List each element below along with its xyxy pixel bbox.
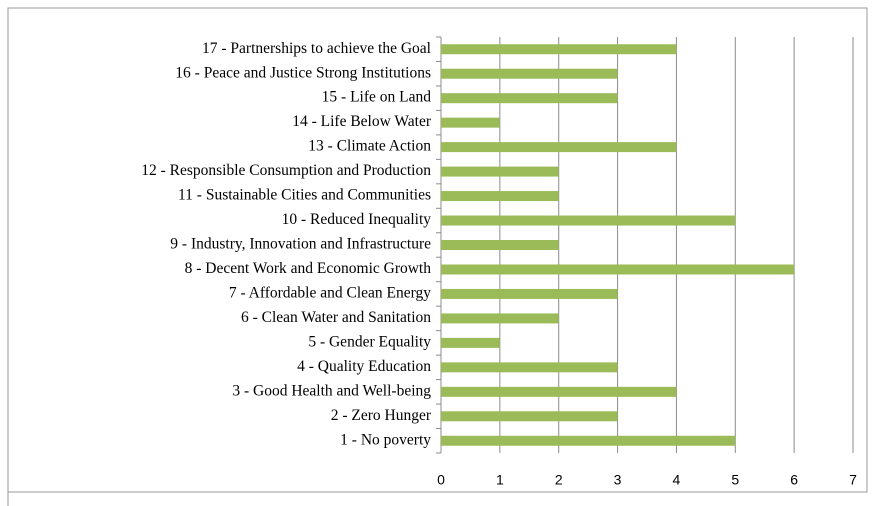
y-tick-label: 5 - Gender Equality [308, 333, 431, 350]
y-tick-label: 13 - Climate Action [308, 138, 431, 155]
y-tick-label: 17 - Partnerships to achieve the Goal [202, 40, 431, 57]
x-tick-label: 1 [496, 472, 504, 488]
bar [441, 44, 677, 55]
bar [441, 435, 736, 446]
bar [441, 215, 736, 226]
y-tick-label: 15 - Life on Land [322, 89, 432, 106]
y-tick-label: 8 - Decent Work and Economic Growth [185, 260, 432, 277]
y-tick-label: 6 - Clean Water and Sanitation [241, 309, 431, 326]
y-tick-label: 11 - Sustainable Cities and Communities [178, 187, 431, 204]
x-tick-label: 2 [555, 472, 563, 488]
y-tick-label: 12 - Responsible Consumption and Product… [141, 162, 431, 179]
bar [441, 166, 559, 177]
y-tick-label: 14 - Life Below Water [292, 113, 432, 130]
x-tick-label: 0 [437, 472, 445, 488]
y-tick-label: 16 - Peace and Justice Strong Institutio… [175, 64, 431, 81]
bar [441, 191, 559, 202]
bar [441, 386, 677, 397]
x-tick-label: 3 [614, 472, 622, 488]
bar [441, 93, 618, 104]
y-tick-label: 1 - No poverty [340, 431, 431, 448]
bar [441, 313, 559, 324]
y-tick-label: 4 - Quality Education [297, 358, 431, 375]
y-tick-label: 10 - Reduced Inequality [282, 211, 432, 228]
chart-frame [7, 7, 868, 493]
y-tick-label: 7 - Affordable and Clean Energy [229, 285, 431, 302]
bar [441, 142, 677, 153]
y-tick-label: 2 - Zero Hunger [331, 407, 432, 424]
bar [441, 362, 618, 373]
bar [441, 68, 618, 79]
x-tick-label: 4 [673, 472, 681, 488]
y-tick-label: 9 - Industry, Innovation and Infrastruct… [170, 236, 431, 253]
bar [441, 337, 500, 348]
x-tick-label: 6 [790, 472, 798, 488]
bar [441, 240, 559, 250]
bar [441, 117, 500, 128]
bar [441, 288, 618, 299]
bar [441, 264, 795, 275]
bar [441, 411, 618, 422]
x-tick-label: 7 [849, 472, 857, 488]
x-tick-label: 5 [731, 472, 739, 488]
y-tick-label: 3 - Good Health and Well-being [232, 382, 431, 399]
